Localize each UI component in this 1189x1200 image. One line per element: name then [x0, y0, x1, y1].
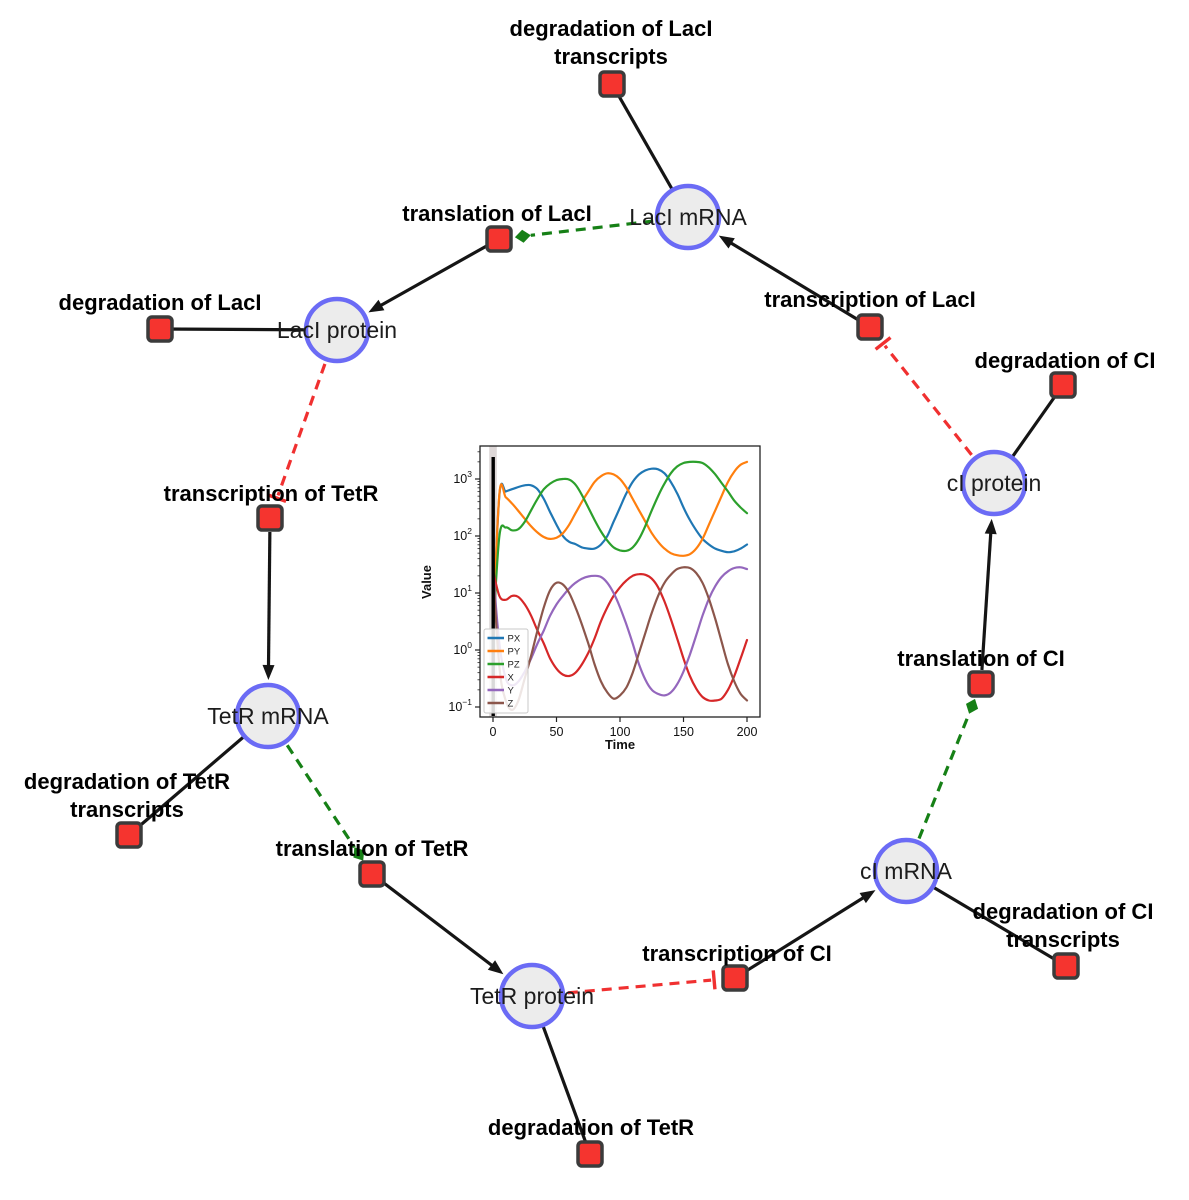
species-label-ci_protein: cI protein — [947, 470, 1042, 496]
edge-transl_laci-laci_protein — [368, 244, 488, 313]
legend-label-PY: PY — [508, 647, 521, 658]
legend-label-PZ: PZ — [508, 660, 520, 671]
reaction-label-deg_ci: degradation of CI — [975, 348, 1156, 373]
y-tick-label: 103 — [453, 469, 472, 486]
x-tick-label: 150 — [673, 725, 694, 739]
y-axis-title: Value — [419, 565, 434, 599]
reaction-node-deg_laci[interactable] — [146, 315, 174, 343]
species-label-laci_mrna: LacI mRNA — [629, 204, 747, 230]
reaction-node-transl_ci[interactable] — [967, 670, 995, 698]
reaction-label-deg_ci_tx: degradation of CI — [973, 899, 1154, 924]
reaction-label-transl_laci: translation of LacI — [402, 201, 591, 226]
edge-tetr_mrna-transl_tetr — [285, 744, 365, 861]
reaction-node-deg_tetr_tx[interactable] — [115, 821, 143, 849]
species-node-laci_protein[interactable] — [303, 296, 371, 364]
legend-label-PX: PX — [508, 634, 521, 645]
reaction-label-transl_ci: translation of CI — [897, 646, 1064, 671]
series-Z — [491, 566, 749, 712]
reaction-node-deg_tetr[interactable] — [576, 1140, 604, 1168]
reaction-label-txn_tetr: transcription of TetR — [164, 481, 379, 506]
reaction-label-deg_laci_tx: degradation of LacI — [510, 16, 713, 41]
series-PX — [491, 467, 749, 634]
series-PY — [491, 460, 749, 634]
plot-x-axis: 0 50 100 150 200 — [490, 717, 758, 739]
reaction-node-txn_laci[interactable] — [856, 313, 884, 341]
y-tick-label: 100 — [453, 640, 472, 657]
x-axis-title: Time — [605, 737, 635, 752]
edge-ci_mrna-transl_ci — [917, 698, 979, 840]
species-label-tetr_mrna: TetR mRNA — [207, 703, 329, 729]
edge-tetr_protein-txn_ci — [567, 970, 717, 995]
reaction-label-transl_tetr: translation of TetR — [276, 836, 469, 861]
edge-txn_ci-ci_mrna — [746, 890, 876, 972]
x-tick-label: 200 — [737, 725, 758, 739]
plot-frame — [479, 445, 761, 718]
species-node-ci_protein[interactable] — [960, 449, 1028, 517]
edge-laci_mrna-transl_laci — [514, 219, 654, 243]
reaction-label-deg_tetr_tx: degradation of TetR — [24, 769, 230, 794]
species-node-tetr_protein[interactable] — [498, 962, 566, 1030]
x-tick-label: 0 — [490, 725, 497, 739]
species-node-ci_mrna[interactable] — [872, 837, 940, 905]
edge-txn_tetr-tetr_mrna — [262, 531, 275, 680]
y-tick-label: 102 — [453, 526, 472, 543]
reaction-node-txn_ci[interactable] — [721, 964, 749, 992]
reaction-node-deg_ci_tx[interactable] — [1052, 952, 1080, 980]
plot-legend: PX PY PZ XYZ — [483, 628, 529, 714]
edge-laci_protein-txn_tetr — [267, 363, 327, 504]
reaction-label-deg_laci_tx: transcripts — [554, 44, 668, 69]
reaction-label-txn_laci: transcription of LacI — [764, 287, 975, 312]
series-Y — [491, 566, 749, 697]
x-tick-label: 50 — [550, 725, 564, 739]
nodes-layer — [115, 70, 1080, 1168]
reaction-label-deg_tetr_tx: transcripts — [70, 797, 184, 822]
reaction-node-deg_ci[interactable] — [1049, 371, 1077, 399]
reaction-node-transl_tetr[interactable] — [358, 860, 386, 888]
reaction-label-deg_laci: degradation of LacI — [59, 290, 262, 315]
plot-y-axis: 10−1 100 101 102 103 — [448, 451, 480, 714]
edge-txn_laci-laci_mrna — [718, 235, 859, 322]
legend-label-Z: Z — [508, 699, 514, 710]
plot-series — [491, 460, 749, 712]
reaction-node-deg_laci_tx[interactable] — [598, 70, 626, 98]
series-X — [491, 569, 749, 702]
species-node-laci_mrna[interactable] — [654, 183, 722, 251]
species-label-ci_mrna: cI mRNA — [860, 858, 953, 884]
x-tick-label: 100 — [610, 725, 631, 739]
species-label-laci_protein: LacI protein — [277, 317, 397, 343]
series-PZ — [491, 460, 749, 634]
reaction-node-transl_laci[interactable] — [485, 225, 513, 253]
edge-ci_protein-txn_laci — [874, 336, 973, 456]
legend-label-Y: Y — [508, 686, 515, 697]
edge-transl_ci-ci_protein — [980, 518, 997, 671]
species-label-tetr_protein: TetR protein — [470, 983, 594, 1009]
reaction-node-txn_tetr[interactable] — [256, 504, 284, 532]
y-tick-label: 10−1 — [448, 697, 472, 714]
species-node-tetr_mrna[interactable] — [234, 682, 302, 750]
labels-layer: LacI mRNA LacI protein TetR mRNA TetR prote… — [24, 16, 1156, 1140]
reaction-label-txn_ci: transcription of CI — [642, 941, 831, 966]
legend-label-X: X — [508, 673, 515, 684]
edge-transl_tetr-tetr_protein — [382, 881, 504, 975]
reaction-label-deg_ci_tx: transcripts — [1006, 927, 1120, 952]
reaction-label-deg_tetr: degradation of TetR — [488, 1115, 694, 1140]
y-tick-label: 101 — [453, 583, 472, 600]
